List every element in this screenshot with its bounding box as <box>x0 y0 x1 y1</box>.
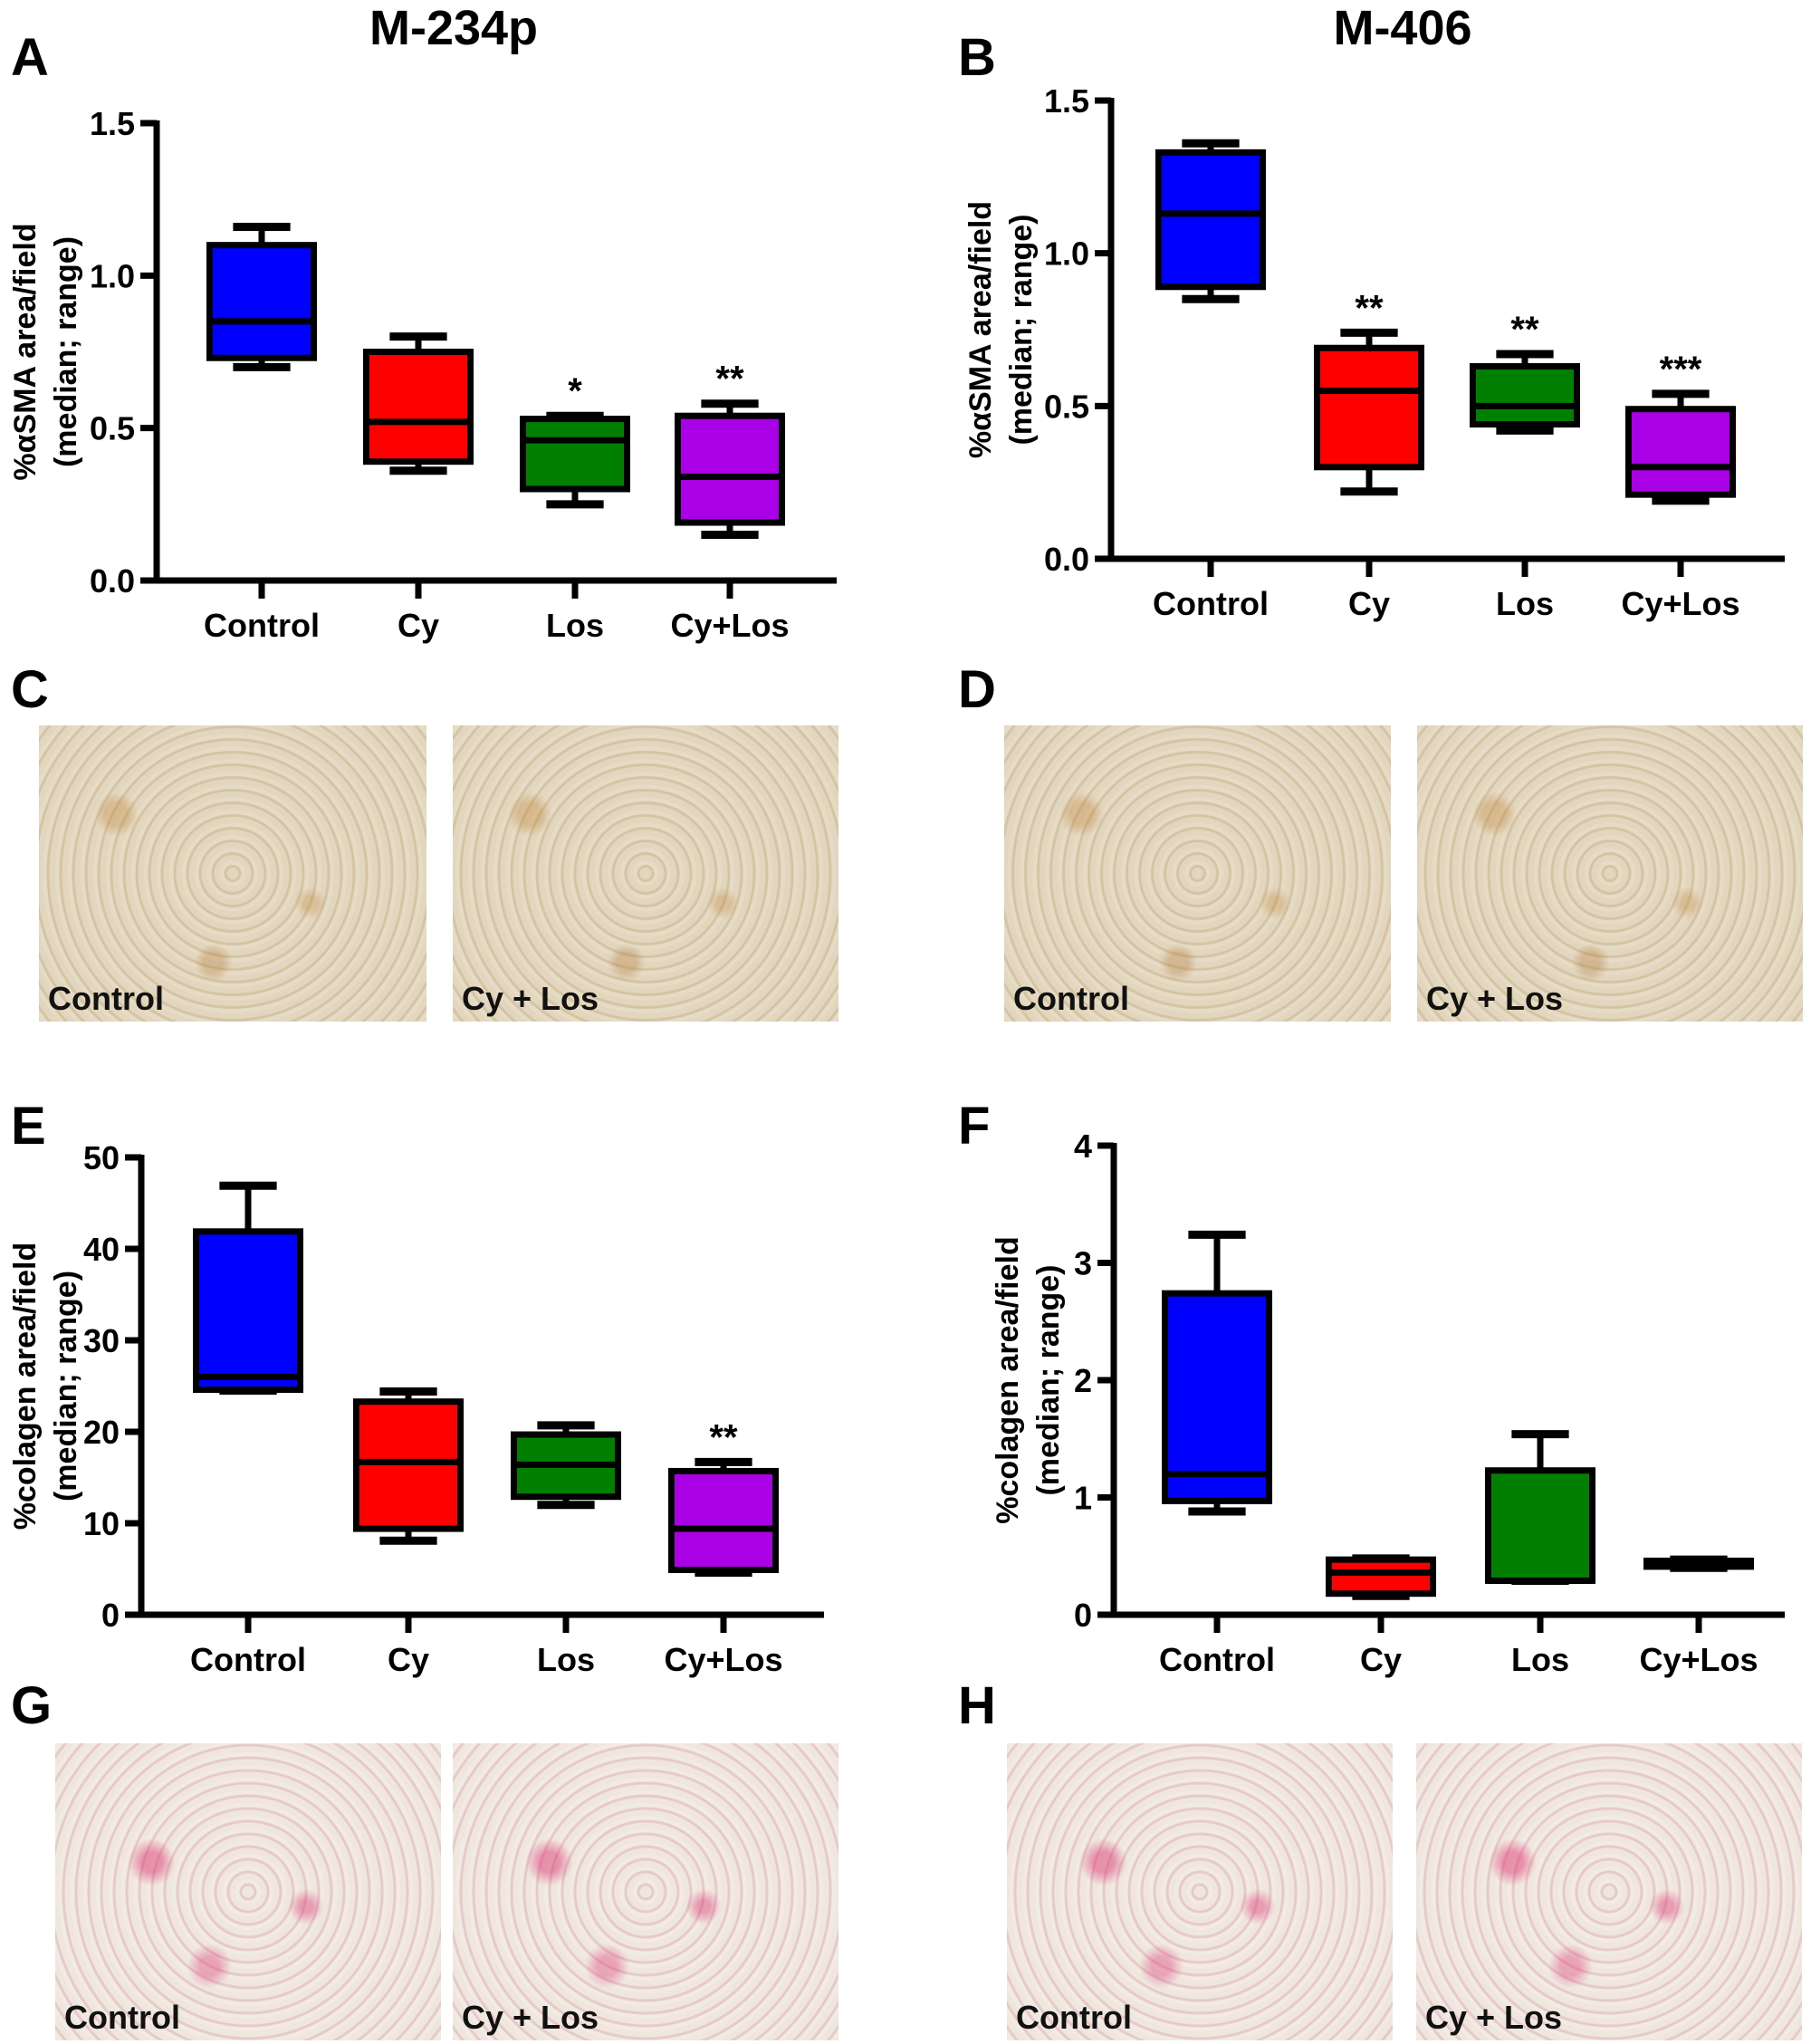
panel-letter-e: E <box>11 1097 46 1156</box>
y-tick-label-e: 10 <box>83 1505 120 1542</box>
x-tick-label-f: Cy <box>1360 1641 1402 1678</box>
micrograph-g-control: Control <box>55 1743 441 2040</box>
box-a-control <box>206 242 317 361</box>
y-tick-label-a: 0.5 <box>90 410 135 447</box>
micrograph-g-cy-los: Cy + Los <box>453 1743 838 2040</box>
x-tick-label-b: Control <box>1153 585 1269 622</box>
y-tick-label-e: 0 <box>101 1597 120 1634</box>
y-axis-label-e: (median; range) <box>49 1271 83 1502</box>
y-tick-label-e: 30 <box>83 1322 120 1359</box>
y-tick-label-f: 4 <box>1074 1128 1092 1165</box>
title-m234p: M-234p <box>369 1 539 55</box>
box-f-cy <box>1326 1556 1436 1598</box>
y-axis-label-f: (median; range) <box>1031 1264 1066 1495</box>
box-e-cy <box>353 1398 464 1532</box>
x-tick-label-f: Los <box>1511 1641 1569 1678</box>
y-tick-label-e: 20 <box>83 1414 120 1451</box>
y-tick-label-b: 1.0 <box>1044 235 1089 273</box>
x-tick-label-b: Cy+Los <box>1621 585 1739 622</box>
significance-a: ** <box>715 360 744 399</box>
micrograph-label: Cy + Los <box>1425 1999 1563 2036</box>
micrograph-label: Control <box>64 1999 180 2036</box>
box-f-los <box>1485 1467 1595 1584</box>
significance-b: *** <box>1660 350 1702 389</box>
significance-a: * <box>568 371 582 411</box>
x-tick-label-a: Cy+Los <box>670 607 789 644</box>
title-m406: M-406 <box>1333 1 1472 55</box>
x-tick-label-f: Cy+Los <box>1639 1641 1758 1678</box>
y-tick-label-e: 40 <box>83 1231 120 1268</box>
micrograph-label: Control <box>48 980 164 1017</box>
x-tick-label-e: Cy <box>388 1641 429 1678</box>
y-axis-label-f: %colagen area/field <box>991 1236 1025 1523</box>
x-tick-label-b: Los <box>1496 585 1554 622</box>
y-tick-label-a: 1.0 <box>90 257 135 294</box>
micrograph-label: Control <box>1013 980 1129 1017</box>
panel-letter-h: H <box>958 1676 996 1735</box>
box-a-cy-los <box>675 412 785 526</box>
micrograph-label: Cy + Los <box>462 980 599 1017</box>
y-tick-label-b: 0.0 <box>1044 541 1089 578</box>
micrograph-label: Cy + Los <box>462 1999 599 2036</box>
y-tick-label-a: 0.0 <box>90 562 135 600</box>
y-axis-label-b: %αSMA area/field <box>963 201 998 458</box>
y-axis-label-a: (median; range) <box>49 236 83 467</box>
box-a-cy <box>363 349 474 465</box>
micrograph-h-cy-los: Cy + Los <box>1416 1743 1802 2040</box>
micrograph-h-control: Control <box>1007 1743 1393 2040</box>
x-tick-label-b: Cy <box>1348 585 1390 622</box>
panel-letter-c: C <box>11 660 49 719</box>
y-axis-label-b: (median; range) <box>1004 214 1039 445</box>
micrograph-c-control: Control <box>39 725 426 1022</box>
x-tick-label-a: Los <box>546 607 604 644</box>
x-tick-label-f: Control <box>1159 1641 1275 1678</box>
y-tick-label-a: 1.5 <box>90 105 135 142</box>
y-tick-label-f: 0 <box>1074 1597 1092 1634</box>
box-b-los <box>1470 362 1580 428</box>
micrograph-c-cy-los: Cy + Los <box>453 725 838 1022</box>
significance-b: ** <box>1510 310 1539 350</box>
y-tick-label-f: 3 <box>1074 1245 1092 1282</box>
y-tick-label-b: 0.5 <box>1044 388 1089 425</box>
significance-b: ** <box>1355 288 1384 328</box>
y-axis-label-e: %colagen area/field <box>8 1243 43 1530</box>
micrograph-d-control: Control <box>1004 725 1391 1022</box>
panel-letter-b: B <box>958 28 996 87</box>
x-tick-label-e: Control <box>190 1641 306 1678</box>
y-tick-label-b: 1.5 <box>1044 82 1089 120</box>
box-e-control <box>193 1228 303 1394</box>
box-f-control <box>1162 1290 1272 1504</box>
box-a-los <box>520 416 630 493</box>
box-e-cy-los <box>668 1467 779 1574</box>
micrograph-label: Cy + Los <box>1426 980 1564 1017</box>
panel-letter-d: D <box>958 660 996 719</box>
micrograph-label: Control <box>1016 1999 1132 2036</box>
x-tick-label-e: Los <box>537 1641 595 1678</box>
x-tick-label-a: Control <box>204 607 320 644</box>
box-b-cy-los <box>1625 406 1736 498</box>
y-tick-label-f: 2 <box>1074 1362 1092 1399</box>
y-tick-label-f: 1 <box>1074 1480 1092 1517</box>
micrograph-d-cy-los: Cy + Los <box>1417 725 1803 1022</box>
y-axis-label-a: %αSMA area/field <box>8 223 43 480</box>
significance-e: ** <box>709 1417 738 1457</box>
panel-letter-g: G <box>11 1676 53 1735</box>
y-tick-label-e: 50 <box>83 1139 120 1176</box>
box-b-cy <box>1314 344 1424 471</box>
panel-letter-f: F <box>958 1097 991 1156</box>
panel-letter-a: A <box>11 28 49 87</box>
box-b-control <box>1155 149 1266 291</box>
x-tick-label-e: Cy+Los <box>664 1641 782 1678</box>
x-tick-label-a: Cy <box>398 607 439 644</box>
